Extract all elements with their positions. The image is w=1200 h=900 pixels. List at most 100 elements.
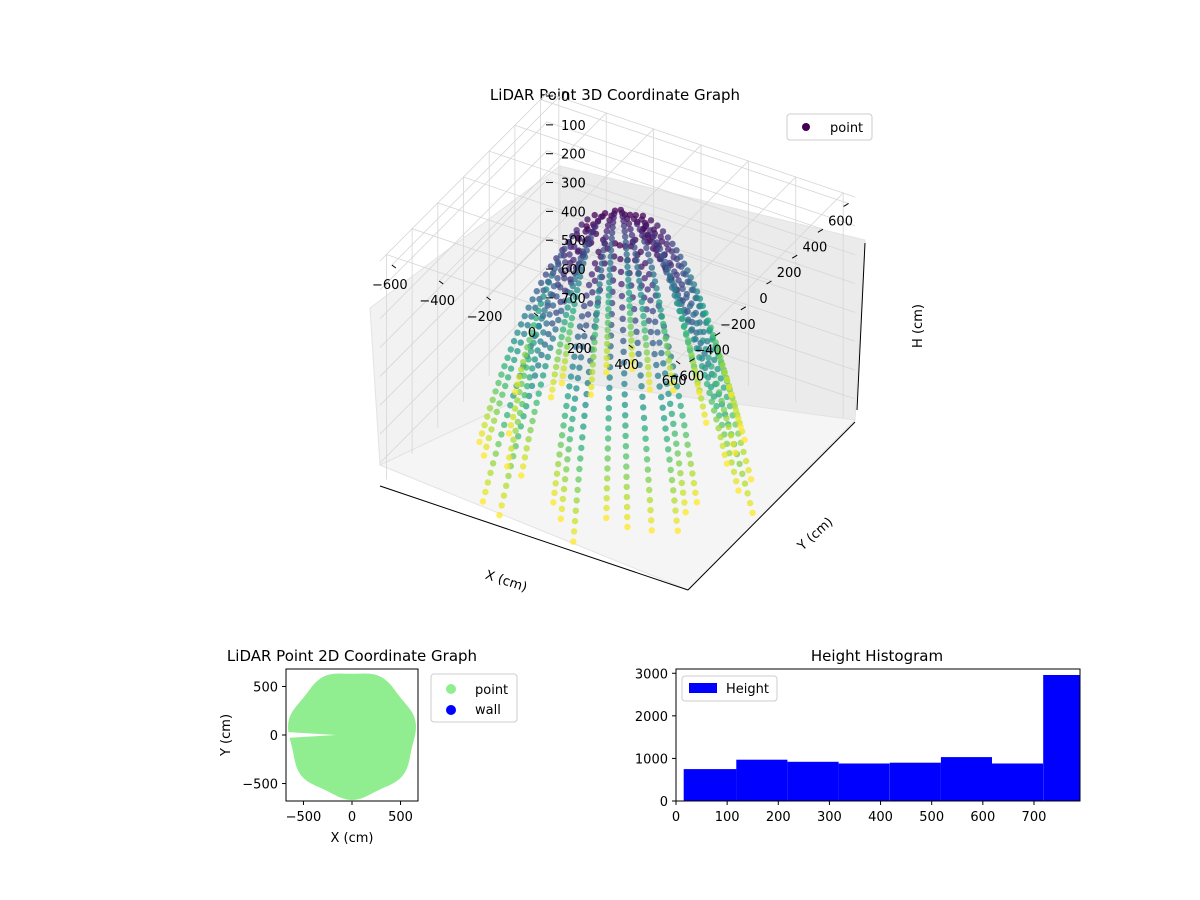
histogram-bar [940, 757, 992, 801]
point-3d [608, 235, 615, 242]
point-3d [683, 294, 690, 301]
point-3d [635, 270, 642, 278]
point-3d [633, 220, 641, 228]
point-3d [622, 412, 629, 419]
point-3d [603, 347, 611, 355]
point-3d [527, 426, 534, 434]
point-3d [608, 241, 615, 248]
point-3d [590, 346, 598, 353]
point-3d [674, 450, 681, 457]
y-axis-label-2d: Y (cm) [219, 714, 234, 757]
point-3d [561, 358, 569, 365]
y-tick-label-3d: −400 [694, 344, 730, 359]
point-3d [571, 275, 578, 283]
point-3d [588, 383, 595, 391]
point-3d [640, 404, 647, 411]
x-tick-label-histogram: 700 [1022, 810, 1047, 825]
point-3d [526, 336, 533, 344]
point-3d [641, 327, 648, 334]
point-3d [606, 266, 614, 273]
point-3d [701, 411, 708, 418]
point-3d [604, 455, 611, 462]
points-3d [476, 206, 756, 545]
point-3d [605, 292, 613, 299]
point-3d [632, 250, 639, 258]
point-3d [528, 329, 535, 336]
histogram-bar [889, 762, 941, 801]
point-3d [663, 342, 670, 349]
y-tick-label-2d: −500 [242, 778, 278, 793]
point-3d [564, 343, 571, 350]
point-3d [562, 259, 569, 266]
point-3d [661, 328, 668, 335]
point-3d [682, 431, 690, 439]
x-tick-mark-3d [581, 328, 586, 333]
point-3d [681, 322, 688, 329]
point-3d [648, 517, 655, 524]
point-3d [673, 440, 680, 447]
point-3d [624, 270, 632, 277]
grid-line-z [379, 121, 856, 291]
point-3d [563, 402, 570, 410]
point-3d [576, 235, 583, 243]
point-3d [603, 228, 610, 235]
point-3d [658, 313, 666, 320]
point-3d [604, 326, 611, 334]
point-3d [606, 272, 613, 279]
point-3d [663, 435, 671, 443]
point-3d [535, 390, 542, 397]
point-3d [505, 472, 512, 480]
point-3d [558, 333, 565, 341]
x-tick-mark-3d [533, 312, 539, 317]
point-3d [583, 223, 590, 230]
point-3d [625, 276, 632, 283]
point-3d [746, 499, 754, 507]
point-3d [566, 436, 573, 443]
point-3d [638, 216, 645, 223]
point-3d [577, 455, 584, 462]
point-3d [567, 426, 575, 433]
point-3d [547, 344, 554, 351]
point-3d [660, 320, 667, 328]
point-3d [571, 353, 578, 360]
point-3d [669, 279, 676, 286]
grid-line-z [379, 92, 856, 262]
point-3d [622, 443, 630, 450]
point-3d [698, 395, 705, 402]
point-3d [562, 350, 570, 358]
point-3d [686, 344, 693, 351]
point-3d [552, 480, 559, 487]
point-3d [673, 383, 681, 390]
grid-line-z [379, 294, 856, 464]
point-3d [555, 316, 562, 324]
point-3d [593, 316, 600, 324]
point-3d [646, 496, 654, 504]
point-3d [514, 329, 521, 336]
point-3d [521, 312, 528, 320]
point-3d [623, 463, 630, 470]
point-3d [559, 326, 567, 333]
point-3d [570, 256, 577, 264]
point-3d [634, 339, 641, 347]
point-3d [618, 280, 625, 288]
point-3d [667, 400, 674, 407]
point-3d [633, 328, 640, 335]
point-3d [620, 337, 627, 345]
point-3d [570, 528, 578, 535]
histogram-bar [1043, 675, 1080, 801]
point-3d [509, 413, 517, 421]
point-3d [653, 239, 661, 246]
point-3d [647, 297, 654, 304]
z-tick-label-3d: 100 [561, 119, 586, 134]
point-3d [606, 279, 613, 286]
z-tick-label-3d: 600 [561, 263, 586, 278]
point-3d [641, 425, 648, 432]
point-3d [549, 335, 556, 342]
point-3d [646, 257, 654, 265]
legend-2d-label-wall: wall [475, 703, 501, 718]
point-3d [657, 233, 664, 240]
point-3d [570, 307, 577, 315]
point-3d [561, 298, 568, 305]
point-3d [560, 365, 568, 372]
point-3d [595, 295, 602, 302]
